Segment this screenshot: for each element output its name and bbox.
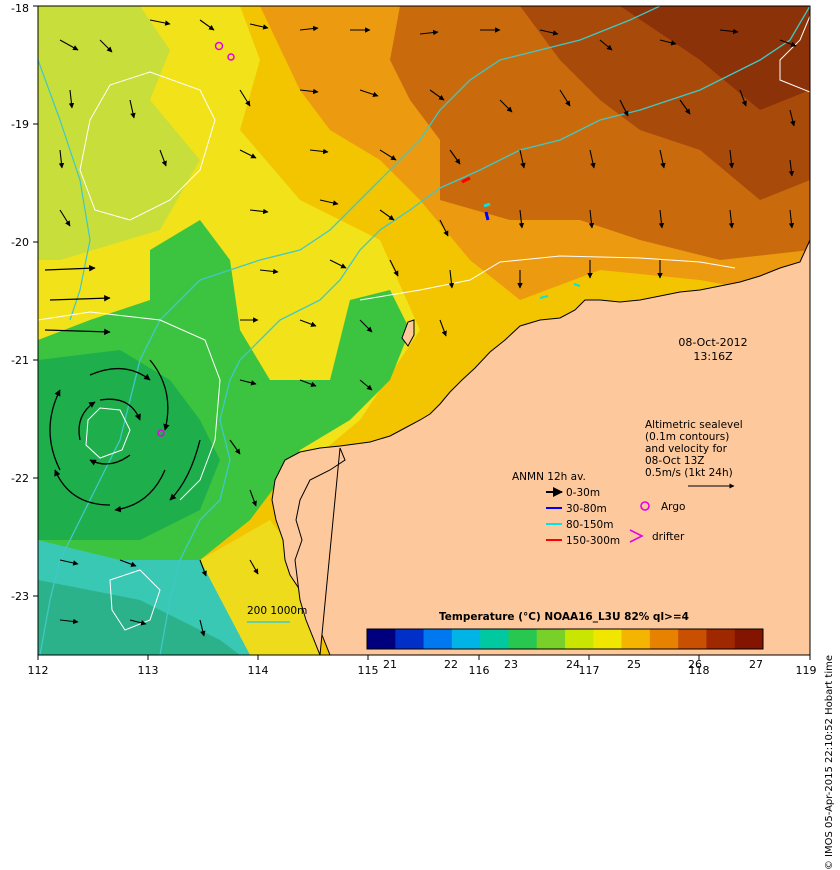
x-tick-label: 118 [689, 664, 710, 677]
x-tick-label: 115 [358, 664, 379, 677]
argo-legend-icon [640, 501, 650, 511]
altimetry-note: Altimetric sealevel (0.1m contours) and … [645, 419, 743, 479]
sst-hotter-ne [620, 6, 810, 110]
colorbar-segment [706, 629, 736, 649]
argo-floats [157, 41, 235, 437]
y-tick-label: -18 [11, 2, 29, 15]
colorbar-tick-label: 22 [444, 658, 458, 671]
anmn-legend: ANMN 12h av. 0-30m 30-80m 80-150m 150-30… [512, 471, 685, 547]
velocity-arrows [58, 19, 797, 637]
plot-frame [37, 5, 811, 656]
plot-area [38, 6, 810, 655]
argo-legend-label: Argo [661, 501, 685, 513]
y-tick-label: -21 [11, 354, 29, 367]
colorbar-segment [508, 629, 538, 649]
x-tick-label: 116 [469, 664, 490, 677]
x-tick-label: 117 [579, 664, 600, 677]
colorbar-segment [621, 629, 651, 649]
sealevel-contour-6 [109, 569, 161, 631]
colorbar-tick-label: 25 [627, 658, 641, 671]
colorbar-segment [678, 629, 707, 649]
legend-label: 80-150m [566, 519, 613, 531]
colorbar-segment [451, 629, 481, 649]
sealevel-contour-1 [79, 71, 216, 221]
tick-marks [33, 5, 811, 660]
altimetry-line: Altimetric sealevel [645, 419, 743, 431]
legend-label: 150-300m [566, 535, 620, 547]
y-tick-label: -23 [11, 590, 29, 603]
sealevel-contour-4 [779, 15, 810, 93]
eddy-arrows [44, 264, 201, 513]
colorbar-tick-label: 21 [383, 658, 397, 671]
argo-float [214, 41, 224, 51]
altimetry-line: (0.1m contours) [645, 431, 729, 443]
colorbar-segment [565, 629, 594, 649]
colorbar-frame [366, 628, 764, 650]
colorbar-title: Temperature (°C) NOAA16_L3U 82% ql>=4 [439, 611, 689, 623]
colorbar-tick-label: 24 [566, 658, 580, 671]
colorbar-tick-label: 27 [749, 658, 763, 671]
colorbar-segment [536, 629, 566, 649]
y-tick-label: -20 [11, 236, 29, 249]
credit-text: © IMOS 05-Apr-2015 22:10:52 Hobart time [824, 655, 835, 870]
sst-teal-sw [38, 580, 240, 655]
sst-green-dark [38, 350, 220, 540]
colorbar-tick-label: 26 [688, 658, 702, 671]
colorbar-tick-label: 23 [504, 658, 518, 671]
y-tick-label: -19 [11, 118, 29, 131]
sealevel-contour-2 [85, 407, 131, 459]
x-tick-label: 112 [28, 664, 49, 677]
legend-label: 0-30m [566, 487, 600, 499]
sealevel-contour-3 [38, 311, 221, 501]
mooring-markers [461, 176, 581, 299]
altimetry-line: 0.5m/s (1kt 24h) [645, 467, 733, 479]
colorbar-segment [480, 629, 509, 649]
sst-map: 112 113 114 115 116 117 118 119 -18 -19 … [11, 2, 817, 677]
argo-float [157, 429, 165, 437]
colorbar-segment [423, 629, 453, 649]
x-tick-label: 119 [796, 664, 817, 677]
y-axis-labels: -18 -19 -20 -21 -22 -23 [11, 2, 29, 603]
map-date: 08-Oct-2012 [678, 336, 747, 349]
colorbar [367, 629, 764, 649]
altimetry-line: and velocity for [645, 443, 728, 455]
drifter-legend-label: drifter [652, 531, 685, 543]
drifter-legend-icon [629, 529, 644, 543]
legend-label: 30-80m [566, 503, 607, 515]
x-tick-label: 114 [248, 664, 269, 677]
colorbar-segment [395, 629, 425, 649]
colorbar-segment [593, 629, 623, 649]
island [401, 319, 415, 347]
x-tick-label: 113 [138, 664, 159, 677]
isobath-west [38, 59, 91, 321]
map-time: 13:16Z [693, 350, 733, 363]
sst-light-green [38, 6, 200, 260]
altimetry-line: 08-Oct 13Z [645, 455, 705, 467]
isobath-1000m [39, 6, 661, 655]
y-tick-label: -22 [11, 472, 29, 485]
colorbar-labels: 21 22 23 24 25 26 27 [383, 658, 763, 671]
colorbar-segment [649, 629, 679, 649]
isobath-label: 200 1000m [247, 605, 307, 617]
sealevel-contour-5 [359, 255, 736, 301]
legend-title: ANMN 12h av. [512, 471, 586, 483]
land-peninsula [294, 447, 346, 655]
colorbar-segment [367, 629, 396, 649]
argo-float [227, 53, 235, 61]
colorbar-segment [734, 629, 764, 649]
x-axis-labels: 112 113 114 115 116 117 118 119 [28, 664, 817, 677]
land-mainland [271, 239, 810, 655]
